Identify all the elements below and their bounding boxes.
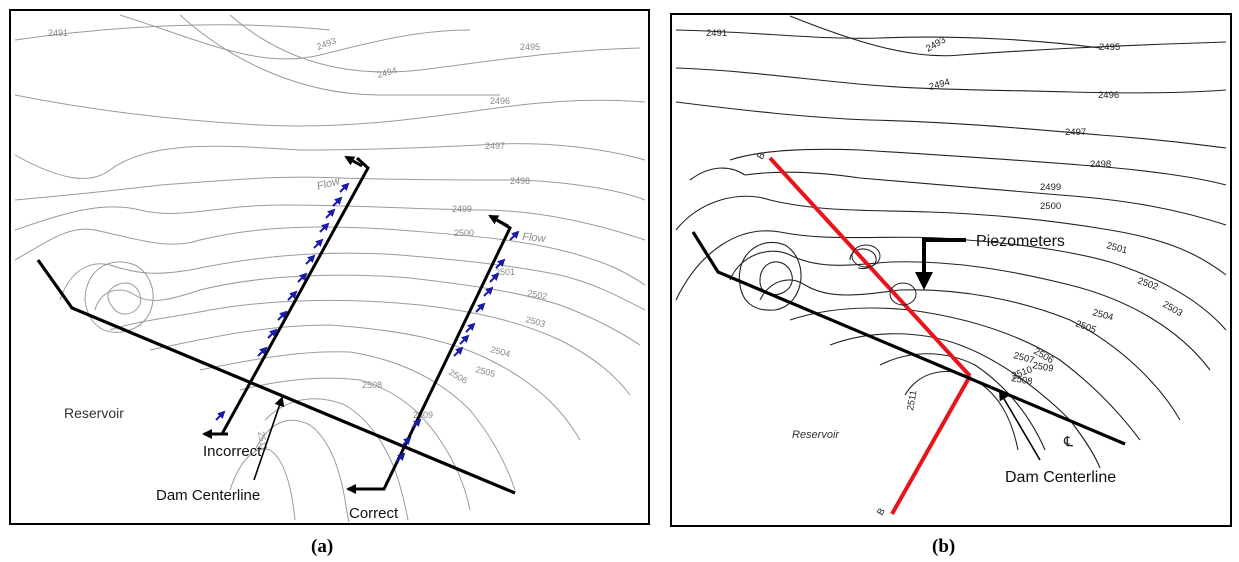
contour-label: 2491 xyxy=(706,28,727,39)
piezometers-arrowhead xyxy=(915,272,933,290)
panel-b: 2491 2493 2495 2494 2496 2497 2498 2499 … xyxy=(670,13,1232,527)
contour-label: 2504 xyxy=(1091,307,1114,323)
section-line-lower xyxy=(890,375,972,515)
flow-label-correct: Flow xyxy=(522,231,547,245)
contour-label: 2498 xyxy=(510,176,530,186)
contour-label: 2501 xyxy=(1105,240,1128,256)
contour-label: 2497 xyxy=(485,141,505,151)
panel-a-frame xyxy=(9,9,650,525)
contour-label: 2508 xyxy=(362,380,382,390)
contour-label: 2509 xyxy=(413,410,433,420)
dam-centerline-line xyxy=(36,259,516,495)
contour-label: 2500 xyxy=(1040,201,1061,212)
reservoir-label-b: Reservoir xyxy=(792,429,840,441)
contour-label: 2508 xyxy=(1010,373,1033,388)
incorrect-top-arrow xyxy=(344,155,363,168)
piezometer-circle xyxy=(851,244,881,268)
piezometer-circle xyxy=(889,282,917,306)
contour-label: 2499 xyxy=(1040,182,1061,193)
contour-label: 2509 xyxy=(1031,360,1054,375)
panel-b-caption: (b) xyxy=(932,536,955,557)
contour-label: 2495 xyxy=(520,42,540,52)
section-label-top: B xyxy=(755,151,768,162)
section-label-bottom: B xyxy=(875,507,888,518)
contour-label: 2507 xyxy=(1012,350,1035,366)
panel-a-caption: (a) xyxy=(311,536,333,557)
piezometers-label: Piezometers xyxy=(976,233,1065,250)
contour-label: 2501 xyxy=(495,267,515,277)
contour-label: 2497 xyxy=(1065,127,1086,138)
correct-label: Correct xyxy=(349,505,399,522)
contour-label: 2511 xyxy=(905,389,919,411)
panel-b-frame xyxy=(670,13,1232,527)
dam-label-arrow-b xyxy=(998,390,1041,461)
dam-centerline-label: Dam Centerline xyxy=(156,487,260,504)
contour-label: 2494 xyxy=(928,77,951,93)
panel-a: 2491 2493 2495 2494 2496 2497 2498 2499 … xyxy=(9,9,650,525)
dam-label-arrow xyxy=(253,396,285,481)
reservoir-label: Reservoir xyxy=(64,405,124,421)
panel-b-contour-labels: 2491 2493 2495 2494 2496 2497 2498 2499 … xyxy=(706,28,1184,412)
contour-label: 2496 xyxy=(490,96,510,106)
dam-centerline-label-b: Dam Centerline xyxy=(1005,469,1116,486)
correct-top-arrow xyxy=(488,214,509,228)
contour-label: 2491 xyxy=(48,28,68,38)
incorrect-label: Incorrect xyxy=(203,443,262,460)
contour-label: 2498 xyxy=(1090,159,1111,170)
centerline-symbol: ℄ xyxy=(1063,433,1073,449)
contour-label: 2496 xyxy=(1098,90,1119,101)
dam-centerline-line-b xyxy=(691,231,1126,446)
contour-label: 2502 xyxy=(527,288,548,301)
correct-flow-arrows xyxy=(395,230,520,463)
contour-label: 2495 xyxy=(1099,42,1120,53)
contour-label: 2500 xyxy=(454,228,474,238)
incorrect-section xyxy=(202,155,370,439)
piezometers-arrow xyxy=(922,238,966,278)
incorrect-flow-arrows xyxy=(215,182,350,421)
contour-label: 2499 xyxy=(452,204,472,214)
correct-section xyxy=(346,214,512,494)
panel-a-contours xyxy=(14,14,646,523)
